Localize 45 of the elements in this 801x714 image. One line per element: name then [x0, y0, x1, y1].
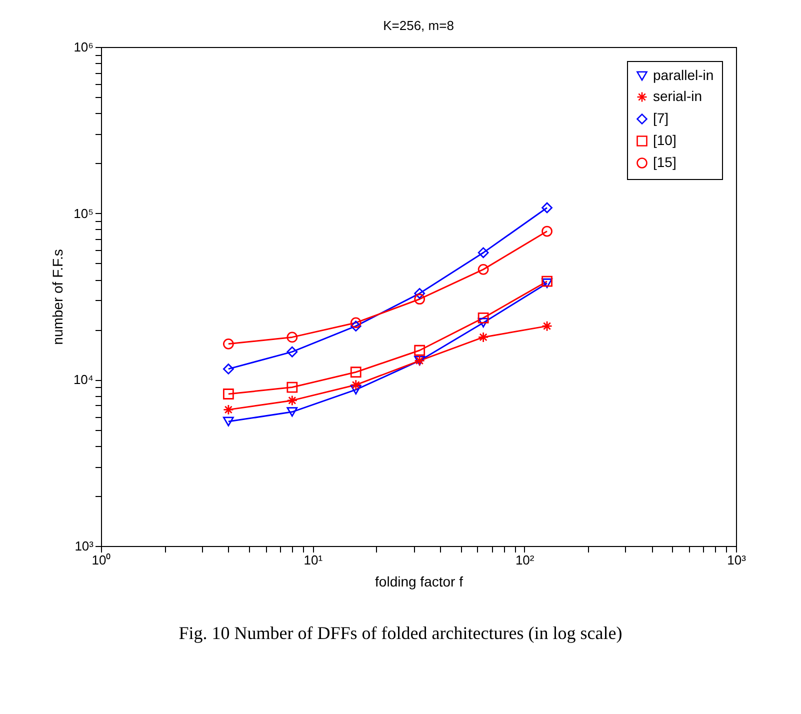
legend-label: [15]: [653, 154, 676, 170]
point: [286, 332, 298, 343]
x-tick-label: 10¹: [304, 552, 324, 568]
point: [222, 364, 234, 374]
point: [542, 278, 552, 288]
x-axis-title: folding factor f: [375, 574, 464, 590]
point: [222, 388, 234, 400]
point: [542, 276, 552, 287]
y-tick-label: 10⁵: [74, 206, 94, 221]
point: [350, 320, 362, 332]
y-tick-label: 10⁴: [73, 372, 94, 388]
x-tick-label: 10³: [727, 552, 747, 568]
point: [350, 366, 362, 378]
point: [414, 288, 426, 299]
point: [478, 318, 489, 328]
point: [350, 379, 362, 390]
chart-title: K=256, m=8: [383, 18, 454, 33]
point: [350, 384, 362, 395]
point: [286, 382, 298, 393]
point: [542, 202, 552, 214]
legend-label: serial-in: [653, 88, 702, 104]
y-tick-label: 10³: [74, 538, 94, 554]
x-tick-label: 10²: [515, 552, 535, 568]
y-axis-title: number of F.F.s: [49, 249, 66, 345]
point: [542, 226, 552, 237]
point: [222, 338, 234, 350]
point: [222, 416, 234, 426]
point: [286, 395, 298, 406]
point: [542, 320, 552, 332]
point: [350, 317, 362, 328]
point: [286, 407, 298, 417]
caption: Fig. 10 Number of DFFs of folded architectures (in log scale): [178, 623, 624, 644]
point: [478, 332, 489, 343]
y-tick-label: 10⁶: [74, 40, 94, 54]
point: [478, 312, 489, 324]
legend-label: parallel-in: [653, 67, 714, 83]
point: [414, 294, 426, 305]
point: [478, 247, 489, 258]
point: [222, 404, 234, 416]
point: [414, 344, 426, 356]
x-tick-label: 10⁰: [92, 552, 112, 568]
point: [286, 346, 298, 358]
point: [478, 264, 489, 275]
legend-label: [10]: [653, 132, 676, 148]
legend-label: [7]: [653, 110, 669, 126]
